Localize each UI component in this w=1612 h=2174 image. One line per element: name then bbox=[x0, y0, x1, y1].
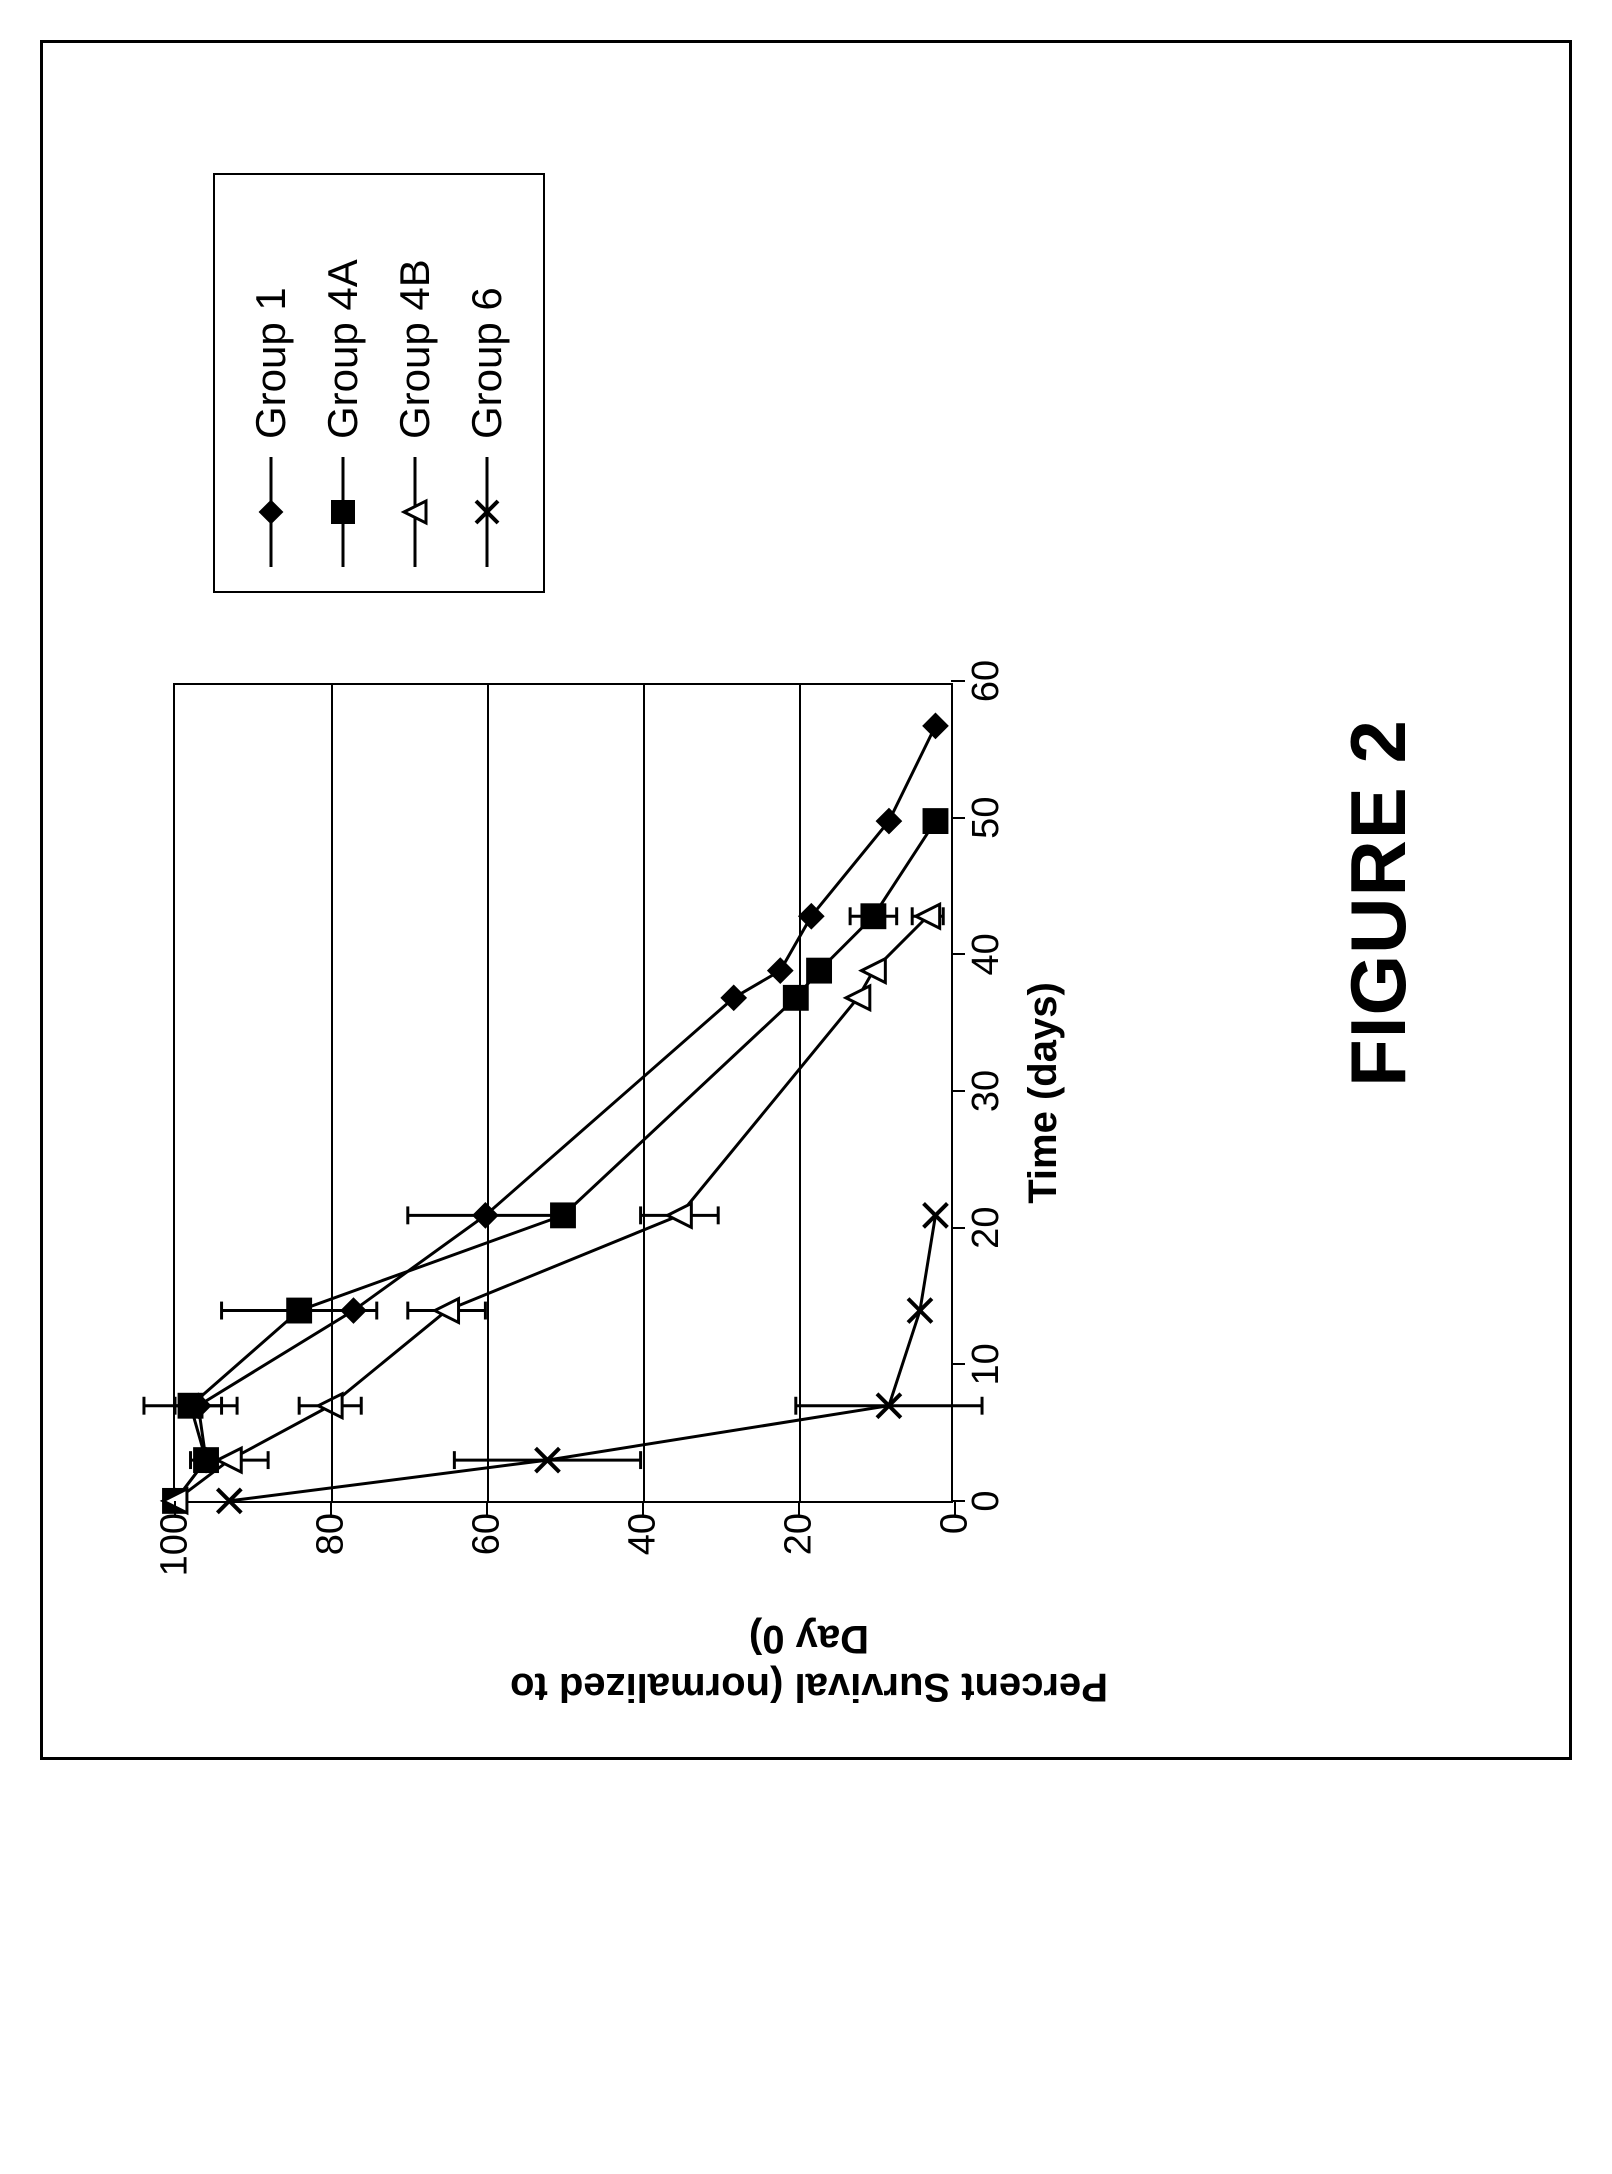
data-marker bbox=[924, 714, 948, 738]
outer-frame: Percent Survival (normalized to Day 0) T… bbox=[40, 40, 1572, 1760]
series-line bbox=[175, 726, 935, 1501]
legend-label: Group 1 bbox=[247, 287, 295, 439]
data-marker bbox=[287, 1299, 311, 1323]
legend-swatch bbox=[467, 457, 507, 567]
y-tick-label: 20 bbox=[778, 1513, 821, 1555]
data-marker bbox=[861, 904, 885, 928]
y-tick-mark bbox=[174, 1501, 176, 1515]
x-tick-label: 30 bbox=[965, 1070, 1008, 1112]
data-marker bbox=[768, 959, 792, 983]
x-tick-label: 0 bbox=[965, 1490, 1008, 1511]
x-tick-mark bbox=[951, 817, 965, 819]
data-marker bbox=[667, 1203, 691, 1227]
legend: Group 1 Group 4A Group 4B Group 6 bbox=[213, 173, 545, 593]
gridline bbox=[643, 685, 645, 1501]
figure-caption: FIGURE 2 bbox=[1333, 43, 1424, 1763]
x-tick-mark bbox=[951, 1500, 965, 1502]
x-tick-label: 20 bbox=[965, 1207, 1008, 1249]
x-axis-label: Time (days) bbox=[1021, 685, 1066, 1501]
gridline bbox=[487, 685, 489, 1501]
legend-swatch bbox=[323, 457, 363, 567]
x-tick-mark bbox=[951, 1227, 965, 1229]
chart-svg bbox=[175, 685, 951, 1501]
legend-label: Group 4B bbox=[391, 259, 439, 439]
y-tick-mark bbox=[954, 1501, 956, 1515]
x-tick-mark bbox=[951, 1363, 965, 1365]
y-tick-label: 0 bbox=[934, 1513, 977, 1534]
legend-item: Group 4A bbox=[307, 199, 379, 567]
data-marker bbox=[551, 1203, 575, 1227]
y-tick-mark bbox=[642, 1501, 644, 1515]
gridline bbox=[799, 685, 801, 1501]
y-tick-mark bbox=[798, 1501, 800, 1515]
data-marker bbox=[179, 1394, 203, 1418]
data-marker bbox=[861, 959, 885, 983]
y-tick-mark bbox=[486, 1501, 488, 1515]
y-axis-label-text: Percent Survival (normalized to Day 0) bbox=[510, 1615, 1108, 1711]
legend-swatch bbox=[251, 457, 291, 567]
x-tick-mark bbox=[951, 1090, 965, 1092]
y-tick-mark bbox=[330, 1501, 332, 1515]
legend-label: Group 4A bbox=[319, 259, 367, 439]
x-tick-label: 50 bbox=[965, 797, 1008, 839]
x-tick-mark bbox=[951, 680, 965, 682]
rotated-content: Percent Survival (normalized to Day 0) T… bbox=[43, 43, 1575, 1763]
legend-swatch bbox=[395, 457, 435, 567]
series-line bbox=[229, 1215, 935, 1501]
data-marker bbox=[807, 959, 831, 983]
series-line bbox=[175, 821, 935, 1501]
data-marker bbox=[217, 1448, 241, 1472]
page: Percent Survival (normalized to Day 0) T… bbox=[0, 0, 1612, 2174]
y-tick-label: 80 bbox=[310, 1513, 353, 1555]
legend-item: Group 6 bbox=[451, 199, 523, 567]
x-tick-mark bbox=[951, 953, 965, 955]
y-tick-label: 40 bbox=[622, 1513, 665, 1555]
x-tick-label: 10 bbox=[965, 1343, 1008, 1385]
data-marker bbox=[784, 986, 808, 1010]
legend-item: Group 1 bbox=[235, 199, 307, 567]
plot-box: Time (days) 0204060801000102030405060 bbox=[173, 683, 953, 1503]
data-marker bbox=[924, 809, 948, 833]
y-tick-label: 100 bbox=[154, 1513, 197, 1576]
x-tick-label: 60 bbox=[965, 660, 1008, 702]
gridline bbox=[331, 685, 333, 1501]
legend-item: Group 4B bbox=[379, 199, 451, 567]
legend-label: Group 6 bbox=[463, 287, 511, 439]
y-tick-label: 60 bbox=[466, 1513, 509, 1555]
x-tick-label: 40 bbox=[965, 933, 1008, 975]
